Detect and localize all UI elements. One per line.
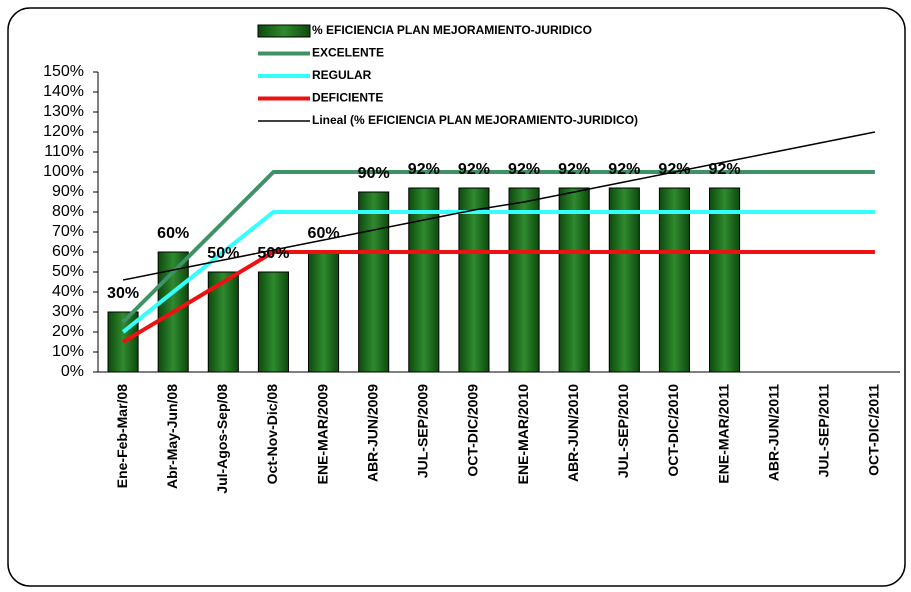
x-tick-label: ABR-JUN/2009: [364, 384, 380, 482]
bar: [308, 251, 340, 373]
data-label: 92%: [508, 161, 540, 178]
bar: [558, 187, 590, 373]
x-tick-label: JUL-SEP/2011: [816, 384, 832, 478]
y-tick-label: 20%: [52, 323, 84, 340]
series-line: [121, 210, 875, 334]
x-tick-label: OCT-DIC/2009: [465, 384, 481, 477]
y-tick-label: 60%: [52, 243, 84, 260]
bar: [358, 191, 390, 373]
y-tick-label: 100%: [43, 163, 84, 180]
x-tick-label: JUL-SEP/2010: [615, 384, 631, 478]
bar: [257, 271, 289, 373]
data-label: 92%: [408, 161, 440, 178]
y-tick-label: 90%: [52, 183, 84, 200]
x-tick-label: Jul-Agos-Sep/08: [214, 384, 230, 494]
bar: [608, 187, 640, 373]
y-tick-label: 110%: [44, 143, 84, 160]
legend-label: Lineal (% EFICIENCIA PLAN MEJORAMIENTO-J…: [312, 113, 638, 127]
x-tick-label: OCT-DIC/2010: [665, 384, 681, 477]
x-tick-label: ABR-JUN/2011: [765, 384, 781, 481]
series-line: [121, 170, 875, 324]
data-label: 92%: [608, 161, 640, 178]
series-line: [122, 250, 875, 344]
series-line: [122, 131, 876, 281]
x-tick-label: JUL-SEP/2009: [415, 384, 431, 478]
x-tick-label: OCT-DIC/2011: [866, 384, 882, 476]
chart-frame: [7, 7, 906, 587]
legend-label: EXCELENTE: [312, 46, 384, 60]
y-tick-label: 10%: [52, 343, 84, 360]
y-tick-label: 120%: [43, 123, 84, 140]
data-label: 92%: [458, 161, 490, 178]
x-tick-label: Abr-May-Jun/08: [164, 384, 180, 489]
bar: [658, 187, 690, 373]
y-tick-label: 130%: [43, 103, 84, 120]
y-tick-label: 140%: [43, 83, 84, 100]
data-label: 60%: [308, 225, 340, 242]
legend-label: % EFICIENCIA PLAN MEJORAMIENTO-JURIDICO: [312, 23, 592, 37]
y-tick-label: 50%: [52, 263, 84, 280]
bar: [408, 187, 440, 373]
x-tick-label: ENE-MAR/2010: [515, 384, 531, 485]
data-label: 92%: [709, 161, 741, 178]
data-label: 30%: [107, 285, 139, 302]
y-tick-label: 30%: [52, 303, 84, 320]
y-tick-label: 0%: [61, 363, 84, 380]
legend-swatch: [257, 24, 311, 38]
x-tick-label: ABR-JUN/2010: [565, 384, 581, 482]
y-tick-label: 70%: [52, 223, 84, 240]
data-label: 60%: [157, 225, 189, 242]
data-label: 90%: [358, 165, 390, 182]
data-label: 50%: [257, 245, 289, 262]
x-tick-label: Ene-Feb-Mar/08: [114, 384, 130, 488]
x-tick-label: ENE-MAR/2011: [715, 384, 731, 484]
x-tick-label: Oct-Nov-Dic/08: [264, 384, 280, 485]
x-tick-label: ENE-MAR/2009: [314, 384, 330, 485]
data-label: 50%: [207, 245, 239, 262]
legend-label: DEFICIENTE: [312, 91, 383, 105]
bar: [508, 187, 540, 373]
y-tick-label: 150%: [43, 63, 84, 80]
legend-label: REGULAR: [312, 68, 372, 82]
data-label: 92%: [658, 161, 690, 178]
y-tick-label: 40%: [52, 283, 84, 300]
y-tick-label: 80%: [52, 203, 84, 220]
bar: [458, 187, 490, 373]
data-label: 92%: [558, 161, 590, 178]
bar: [709, 187, 741, 373]
